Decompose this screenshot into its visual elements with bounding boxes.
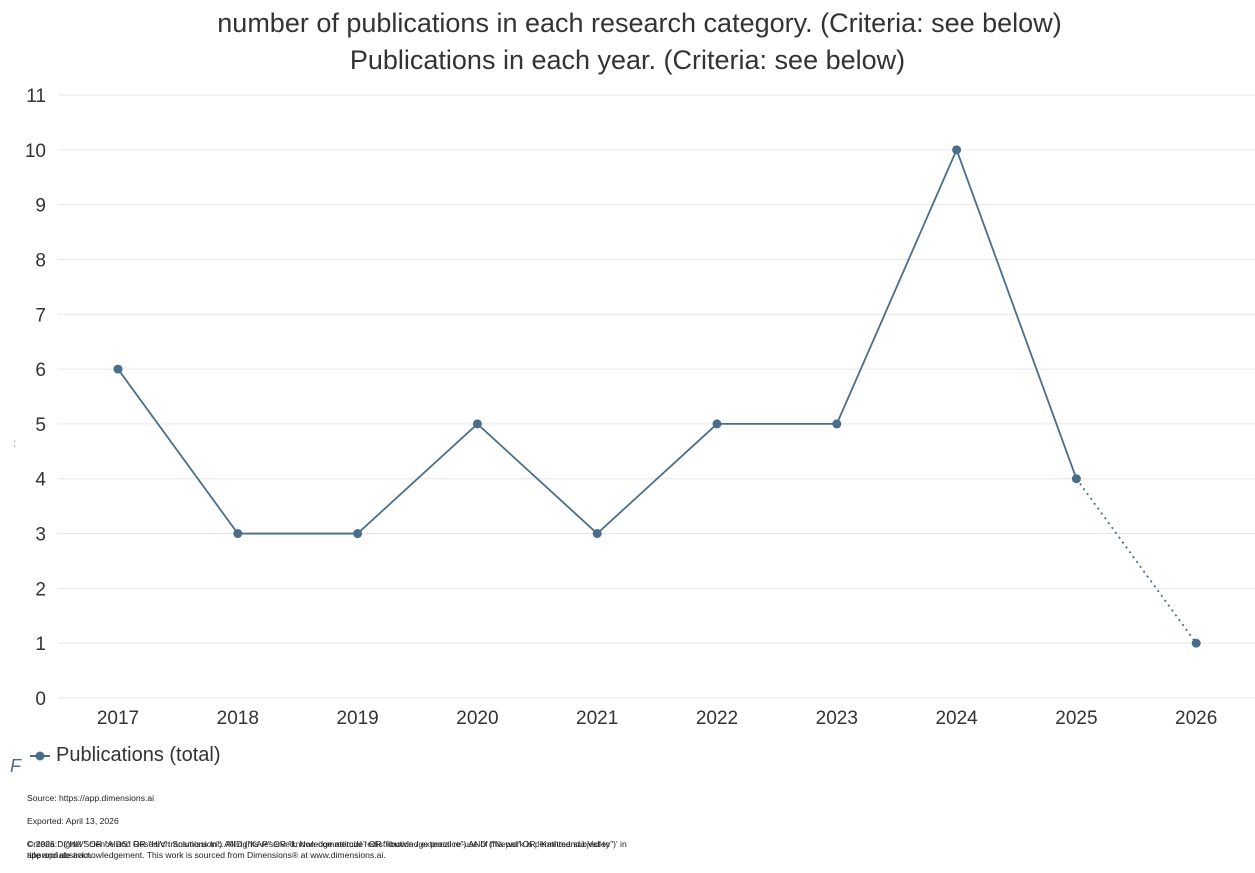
footer-exported: Exported: April 13, 2026: [27, 816, 119, 827]
x-tick-label: 2023: [816, 708, 858, 729]
y-tick-label: 11: [26, 86, 46, 107]
x-tick-label: 2020: [456, 708, 498, 729]
footer-copyright: © 2026 Digital Science and Research Solu…: [27, 839, 610, 861]
x-tick-label: 2024: [935, 708, 978, 729]
data-point: [832, 419, 842, 429]
x-tick-label: 2017: [97, 708, 139, 729]
series-line-projected: [1075, 478, 1197, 644]
x-tick-label: 2019: [336, 708, 378, 729]
y-tick-label: 4: [35, 470, 46, 491]
footer-meta: Source: https://app.dimensions.ai Export…: [27, 782, 627, 873]
chart-title: number of publications in each research …: [217, 8, 1062, 38]
x-tick-label: 2022: [696, 708, 738, 729]
data-point: [233, 529, 243, 539]
data-point: [472, 419, 482, 429]
legend-label: Publications (total): [56, 744, 221, 766]
footer-criteria: Criteria: ' ("HIV" OR "AIDS" OR "HIV tra…: [27, 839, 627, 861]
x-tick-label: 2018: [217, 708, 259, 729]
gridlines: [58, 94, 1255, 699]
x-tick-label: 2026: [1175, 708, 1217, 729]
y-tick-label: 10: [25, 141, 46, 162]
y-tick-label: 6: [35, 360, 46, 381]
y-tick-label: 3: [35, 525, 46, 546]
y-tick-label: 5: [35, 415, 46, 436]
series-line: [117, 147, 1078, 535]
footer-source: Source: https://app.dimensions.ai: [27, 793, 155, 804]
y-tick-label: 1: [35, 634, 46, 655]
x-axis-ticks: 2017 2018 2019 2020 2021 2022 2023 2024 2025 2026: [97, 708, 1217, 729]
series-lines: [117, 147, 1197, 644]
legend-marker-icon: [30, 751, 50, 760]
stray-glyph: F: [10, 756, 21, 776]
x-tick-label: 2025: [1055, 708, 1097, 729]
stray-dot-glyph: :: [13, 436, 17, 450]
y-tick-label: 0: [35, 689, 46, 710]
x-tick-label: 2021: [576, 708, 618, 729]
y-tick-label: 2: [35, 579, 46, 600]
data-point: [712, 419, 722, 429]
legend[interactable]: Publications (total): [28, 744, 221, 767]
chart-subtitle: Publications in each year. (Criteria: se…: [349, 45, 906, 75]
data-point: [1191, 638, 1201, 648]
data-point: [113, 364, 123, 374]
data-point: [952, 145, 962, 155]
data-point: [353, 529, 363, 539]
y-tick-label: 8: [35, 250, 46, 271]
y-tick-label: 9: [35, 196, 46, 217]
data-point: [592, 529, 602, 539]
y-tick-label: 7: [35, 305, 46, 326]
series-points: [113, 145, 1201, 648]
y-axis-ticks: 0 1 2 3 4 5 6 7 8 9 10 11: [25, 86, 47, 710]
data-point: [1071, 474, 1081, 484]
